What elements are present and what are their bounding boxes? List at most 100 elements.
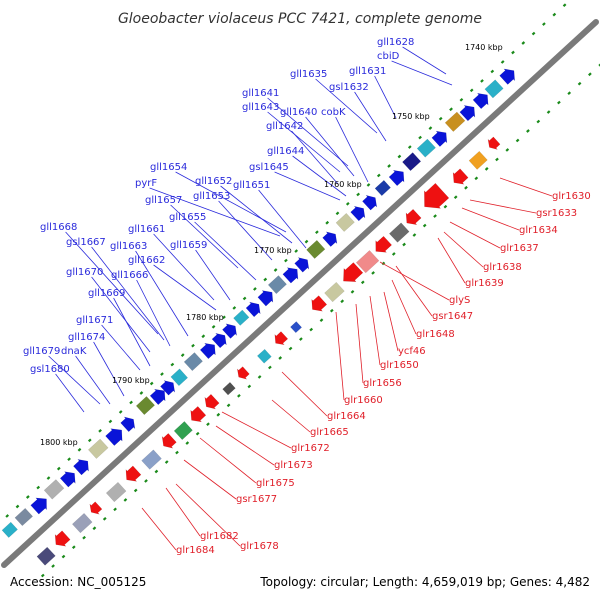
leader-cbid <box>391 60 453 86</box>
leader-gll1640 <box>305 116 355 177</box>
leader-gll1644 <box>292 155 347 197</box>
gene-arrow-21 <box>282 267 299 284</box>
gene-arrow-56 <box>343 262 364 282</box>
gene-label-gll1642: gll1642 <box>266 121 303 132</box>
gene-arrow-47 <box>190 406 207 423</box>
leader-gll1659 <box>195 249 231 301</box>
gene-arrow-19 <box>257 290 274 307</box>
gene-box-9 <box>135 396 156 416</box>
tick-dash <box>453 195 458 200</box>
leader-glr1650 <box>369 295 381 366</box>
tick-dash <box>428 126 433 130</box>
gene-box-42 <box>105 481 127 503</box>
tick-dash <box>191 343 195 348</box>
tick-dash <box>133 488 138 493</box>
leader-glr1664 <box>281 371 328 417</box>
tick-dash <box>15 504 20 509</box>
leader-glr1656 <box>355 303 364 384</box>
gene-arrow-8 <box>120 416 136 433</box>
gene-arrow-10 <box>149 388 166 406</box>
tick-dash <box>433 214 437 218</box>
tick-dash <box>515 138 520 143</box>
gene-box-57 <box>355 250 380 274</box>
gene-arrow-50 <box>236 366 250 380</box>
tick-dash <box>288 346 293 351</box>
tick-dash <box>376 173 381 178</box>
leader-gll1670 <box>91 276 151 353</box>
tick-dash <box>232 306 237 310</box>
leader-gll1657 <box>170 204 239 269</box>
gene-arrow-26 <box>350 205 366 222</box>
tick-dash <box>371 271 375 275</box>
gene-label-glr1660: glr1660 <box>344 395 383 406</box>
gene-arrow-45 <box>161 433 177 449</box>
tick-label-1760-kbp: 1760 kbp <box>324 180 362 189</box>
gene-box-28 <box>374 179 391 197</box>
gene-tracks <box>1 68 515 566</box>
tick-dash <box>546 110 551 114</box>
leader-glr1675 <box>199 437 257 484</box>
gene-arrow-43 <box>125 465 142 482</box>
gene-label-dnak: dnaK <box>61 346 87 357</box>
gene-label-glr1672: glr1672 <box>291 443 330 454</box>
gene-label-gll1671: gll1671 <box>76 315 113 326</box>
gene-label-gsr1677: gsr1677 <box>236 494 277 505</box>
tick-dash <box>56 466 61 471</box>
tick-dash <box>108 419 113 424</box>
tick-dash <box>40 573 45 578</box>
tick-dash <box>360 280 365 285</box>
gene-label-gll1657: gll1657 <box>145 195 182 206</box>
tick-dash <box>237 393 241 398</box>
gene-label-glr1664: glr1664 <box>327 411 366 422</box>
gene-arrow-4 <box>59 471 76 488</box>
gene-label-gsr1647: gsr1647 <box>432 311 473 322</box>
gene-arrow-41 <box>89 501 103 515</box>
gene-arrow-60 <box>405 208 422 226</box>
gene-label-gll1663: gll1663 <box>110 241 147 252</box>
leader-gll1668 <box>65 231 159 335</box>
leader-gsr1677 <box>183 459 237 500</box>
gene-box-31 <box>416 138 436 158</box>
gene-box-53 <box>290 321 303 334</box>
tick-label-1790-kbp: 1790 kbp <box>112 376 150 385</box>
gene-arrow-5 <box>73 459 89 476</box>
gene-label-glr1673: glr1673 <box>274 460 313 471</box>
tick-label-1770-kbp: 1770 kbp <box>254 246 292 255</box>
gene-label-gll1635: gll1635 <box>290 69 327 80</box>
tick-dash <box>598 63 600 67</box>
gene-arrow-2 <box>30 497 47 515</box>
tick-dash <box>242 296 247 301</box>
leader-gll1652 <box>220 185 293 244</box>
gene-box-25 <box>335 212 355 232</box>
gene-box-55 <box>324 281 345 303</box>
label-leaders <box>48 46 553 551</box>
gene-arrow-35 <box>472 92 489 110</box>
gene-arrow-29 <box>388 169 405 187</box>
gene-arrow-11 <box>160 380 176 396</box>
leader-gll1631 <box>374 75 397 119</box>
tick-dash <box>500 60 505 64</box>
gene-box-17 <box>233 309 250 326</box>
tick-dash <box>278 356 283 360</box>
accession-text: Accession: NC_005125 <box>10 575 146 589</box>
tick-dash <box>268 365 272 370</box>
tick-dash <box>257 375 262 379</box>
tick-dash <box>495 157 499 162</box>
tick-dash <box>304 239 309 244</box>
tick-dash <box>247 384 252 389</box>
gene-box-63 <box>468 150 488 170</box>
gene-label-gsl1680: gsl1680 <box>30 364 70 375</box>
tick-dash <box>180 353 185 357</box>
gene-box-1 <box>14 507 34 527</box>
gene-box-3 <box>43 479 65 500</box>
leader-gll1669 <box>113 297 151 367</box>
gene-arrow-54 <box>311 295 328 312</box>
tick-dash <box>77 447 82 452</box>
gene-label-gsl1632: gsl1632 <box>329 82 369 93</box>
tick-dash <box>577 81 582 86</box>
gene-box-30 <box>402 152 422 172</box>
leader-gsr1647 <box>395 265 433 317</box>
tick-dash <box>407 145 412 149</box>
tick-dash <box>340 299 345 304</box>
